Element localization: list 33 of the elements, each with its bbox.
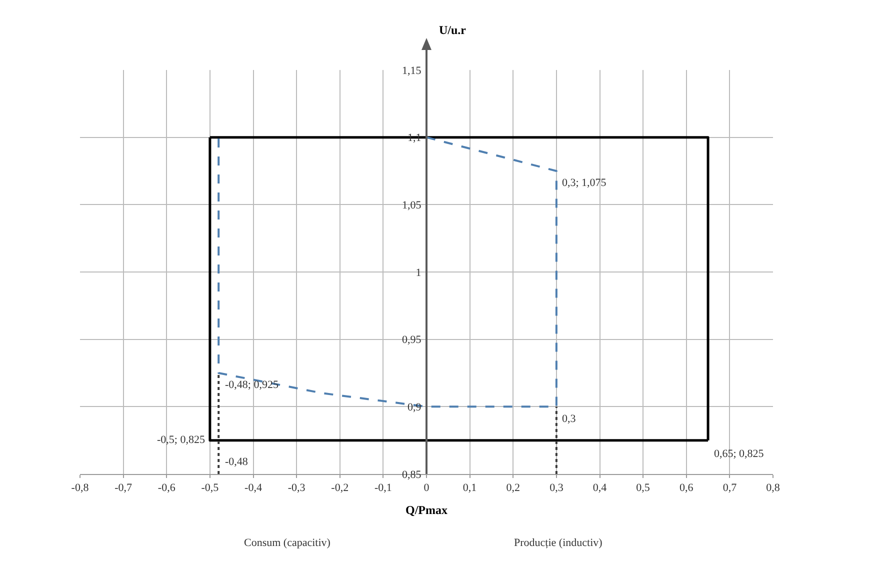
text: Producție (inductiv) [514,537,603,549]
x-tick-label: 0,4 [592,482,608,494]
x-axis-title: Q/Pmax [406,503,448,518]
x-tick-label: -0,2 [331,482,349,494]
annotation: -0,48; 0,925 [225,379,279,391]
x-tick-label: -0,8 [71,482,90,494]
annotation: -0,48 [225,456,248,468]
x-tick-label: -0,4 [244,482,262,494]
annotation: 0,3; 1,075 [562,177,607,189]
x-tick-label: 0,3 [550,482,564,494]
y-tick-label: 0,95 [402,334,422,346]
x-tick-label: 0,1 [462,482,477,494]
y-axis-title: U/u.r [439,23,467,37]
x-tick-label: 0,7 [722,482,738,494]
x-tick-label: -0,1 [374,482,392,494]
x-tick-label: -0,6 [158,482,176,494]
annotation: 0,3 [562,413,576,425]
annotation: -0,5; 0,825 [157,434,206,446]
x-tick-label: 0,2 [506,482,520,494]
annotation: 0,65; 0,825 [714,448,764,460]
y-tick-label: 1,05 [402,200,422,212]
text: Consum (capacitiv) [244,537,331,549]
x-tick-label: 0,8 [766,482,780,494]
y-tick-label: 0,85 [402,468,422,481]
x-tick-label: -0,3 [288,482,306,494]
y-tick-label: 0,9 [408,402,422,414]
x-tick-label: -0,5 [201,482,220,494]
x-tick-label: 0,6 [680,482,694,494]
x-tick-label: 0,5 [636,482,650,494]
y-tick-label: 1 [416,266,422,279]
x-tick-label: -0,7 [114,482,133,494]
y-tick-label: 1,15 [402,64,422,77]
x-tick-label: 0 [424,482,430,494]
